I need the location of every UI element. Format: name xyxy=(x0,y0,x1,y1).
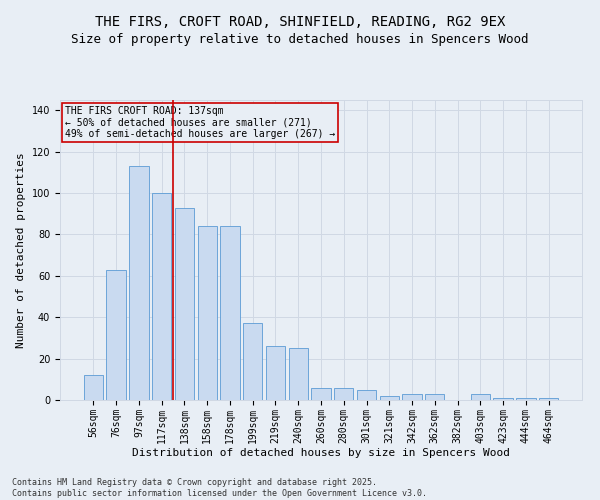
Bar xyxy=(311,388,331,400)
Text: Size of property relative to detached houses in Spencers Wood: Size of property relative to detached ho… xyxy=(71,32,529,46)
Bar xyxy=(357,390,376,400)
Text: Contains HM Land Registry data © Crown copyright and database right 2025.
Contai: Contains HM Land Registry data © Crown c… xyxy=(12,478,427,498)
Bar xyxy=(493,398,513,400)
Bar xyxy=(516,398,536,400)
Bar xyxy=(129,166,149,400)
Bar xyxy=(380,396,399,400)
Bar xyxy=(106,270,126,400)
Bar xyxy=(334,388,353,400)
Bar xyxy=(175,208,194,400)
Bar xyxy=(84,375,103,400)
Bar xyxy=(403,394,422,400)
Text: THE FIRS CROFT ROAD: 137sqm
← 50% of detached houses are smaller (271)
49% of se: THE FIRS CROFT ROAD: 137sqm ← 50% of det… xyxy=(65,106,335,139)
Text: THE FIRS, CROFT ROAD, SHINFIELD, READING, RG2 9EX: THE FIRS, CROFT ROAD, SHINFIELD, READING… xyxy=(95,15,505,29)
Y-axis label: Number of detached properties: Number of detached properties xyxy=(16,152,26,348)
Bar xyxy=(220,226,239,400)
Bar xyxy=(197,226,217,400)
Bar xyxy=(243,324,262,400)
Bar xyxy=(425,394,445,400)
Bar xyxy=(152,193,172,400)
Bar xyxy=(266,346,285,400)
Bar xyxy=(289,348,308,400)
Bar xyxy=(470,394,490,400)
Bar xyxy=(539,398,558,400)
X-axis label: Distribution of detached houses by size in Spencers Wood: Distribution of detached houses by size … xyxy=(132,448,510,458)
